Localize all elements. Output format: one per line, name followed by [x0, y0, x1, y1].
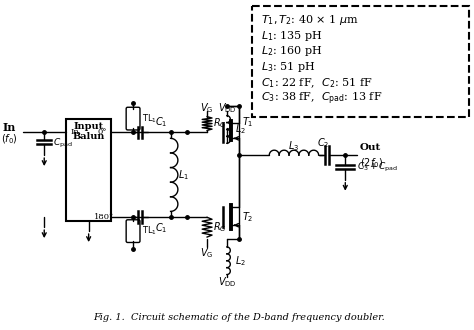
Text: Fig. 1.  Circuit schematic of the D-band frequency doubler.: Fig. 1. Circuit schematic of the D-band … [93, 313, 384, 322]
Text: $\mathrm{TL}_1$: $\mathrm{TL}_1$ [142, 112, 157, 125]
Text: $C_3$: 38 fF,  $C_{\mathrm{pad}}$: 13 fF: $C_3$: 38 fF, $C_{\mathrm{pad}}$: 13 fF [261, 91, 383, 107]
Text: $L_1$: $L_1$ [179, 168, 190, 182]
Text: $\mathrm{TL}_1$: $\mathrm{TL}_1$ [142, 225, 157, 237]
FancyBboxPatch shape [126, 107, 140, 130]
Text: $V_{\mathrm{G}}$: $V_{\mathrm{G}}$ [201, 101, 214, 115]
Text: $L_2$: $L_2$ [235, 122, 246, 136]
Text: $L_2$: $L_2$ [235, 254, 246, 268]
Text: $T_2$: $T_2$ [242, 211, 253, 224]
Text: $R_G$: $R_G$ [213, 116, 227, 130]
Text: $L_1$: 135 pH: $L_1$: 135 pH [261, 29, 323, 43]
Text: In: In [71, 128, 80, 136]
Text: $(f_0)$: $(f_0)$ [1, 133, 18, 146]
Text: $L_3$: $L_3$ [288, 139, 300, 153]
Text: $T_1$: $T_1$ [242, 115, 253, 129]
Text: Input: Input [73, 122, 104, 131]
FancyBboxPatch shape [252, 6, 469, 116]
Bar [66, 118, 111, 221]
Text: $V_{\mathrm{DD}}$: $V_{\mathrm{DD}}$ [218, 276, 236, 289]
Text: Balun: Balun [73, 132, 105, 141]
FancyBboxPatch shape [126, 220, 140, 243]
Text: 0°: 0° [98, 128, 107, 136]
Text: Out: Out [360, 143, 382, 152]
Text: $C_1$: 22 fF,  $C_2$: 51 fF: $C_1$: 22 fF, $C_2$: 51 fF [261, 76, 373, 90]
Text: $C_{\mathrm{pad}}$: $C_{\mathrm{pad}}$ [53, 137, 73, 150]
Text: $C_3 + C_{\mathrm{pad}}$: $C_3 + C_{\mathrm{pad}}$ [357, 160, 398, 174]
Text: $C_1$: $C_1$ [155, 221, 167, 235]
Text: $(2f_0)$: $(2f_0)$ [360, 156, 383, 170]
Text: $V_{\mathrm{DD}}$: $V_{\mathrm{DD}}$ [218, 101, 236, 115]
Text: $C_1$: $C_1$ [155, 115, 167, 129]
Text: $R_G$: $R_G$ [213, 220, 227, 234]
Text: $L_2$: 160 pH: $L_2$: 160 pH [261, 45, 323, 58]
Text: 180°: 180° [93, 213, 114, 221]
Text: $T_1, T_2$: 40 $\times$ 1 $\mu$m: $T_1, T_2$: 40 $\times$ 1 $\mu$m [261, 13, 359, 27]
Text: In: In [3, 122, 17, 133]
Text: $C_2$: $C_2$ [318, 136, 330, 150]
Text: $V_{\mathrm{G}}$: $V_{\mathrm{G}}$ [201, 246, 214, 260]
Text: $L_3$: 51 pH: $L_3$: 51 pH [261, 60, 316, 74]
